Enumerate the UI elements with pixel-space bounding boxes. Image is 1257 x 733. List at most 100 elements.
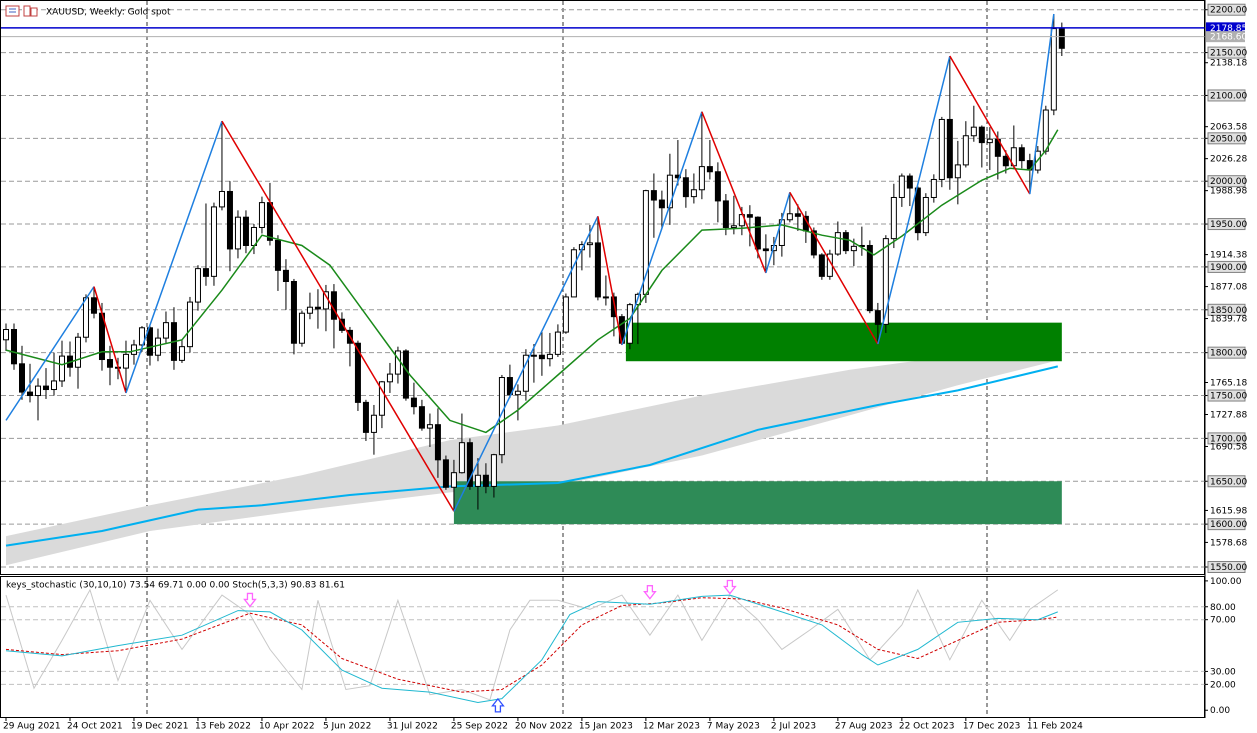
candle-body	[978, 126, 985, 144]
tick-label-box	[1207, 303, 1246, 316]
y-tick-label: 1615.98	[1210, 506, 1247, 516]
y-tick-label: 1914.38	[1210, 251, 1247, 261]
candle-body	[882, 238, 889, 325]
candle-body	[314, 306, 321, 310]
candle-body	[570, 249, 577, 298]
y-tick-label: 1578.68	[1210, 538, 1247, 548]
x-tick-label: 7 May 2023	[707, 722, 760, 732]
price-label: 2168.60	[1210, 33, 1247, 43]
zigzag-segment	[789, 191, 879, 345]
candle-body	[354, 342, 361, 403]
candle-body	[306, 306, 313, 314]
candle-body	[442, 459, 449, 488]
candle-body	[562, 296, 569, 333]
candle-body	[338, 318, 345, 331]
candle-body	[914, 187, 921, 234]
candle-body	[466, 442, 473, 487]
tick-label-box	[1207, 389, 1246, 402]
candle-body	[138, 327, 145, 346]
candle-body	[546, 353, 553, 360]
candle-body	[682, 177, 689, 198]
price-label-box	[1206, 22, 1245, 34]
candle-body	[362, 401, 369, 433]
tick-label-box	[1207, 432, 1246, 445]
candle-body	[34, 385, 41, 397]
y-tick-label: 0.00	[1210, 706, 1230, 716]
moving-average	[5, 365, 1059, 547]
candle-body	[554, 331, 561, 355]
candle-body	[714, 171, 721, 202]
x-tick-label: 11 Feb 2024	[1027, 722, 1083, 732]
candle-body	[282, 269, 289, 282]
candle-body	[210, 206, 217, 277]
candle-body	[1018, 147, 1025, 162]
candle-body	[10, 329, 17, 365]
candle-body	[450, 472, 457, 488]
candle-body	[762, 248, 769, 252]
candle-body	[130, 344, 137, 355]
candle-body	[178, 346, 185, 361]
candle-body	[194, 268, 201, 303]
tick-label-box	[1207, 518, 1246, 531]
y-tick-label: 1988.98	[1210, 187, 1247, 197]
candle-body	[242, 216, 249, 246]
candle-body	[234, 216, 241, 250]
tick-label-box	[1207, 3, 1246, 16]
y-tick-label: 1900.00	[1210, 263, 1247, 273]
candle-body	[850, 245, 857, 252]
icon	[5, 5, 20, 17]
y-tick-label: 1650.00	[1210, 477, 1247, 487]
indicator-title: keys_stochastic (30,10,10) 73.54 69.71 0…	[6, 581, 345, 591]
x-tick-label: 20 Nov 2022	[515, 722, 573, 732]
y-tick-label: 1700.00	[1210, 434, 1247, 444]
candle-body	[482, 474, 489, 487]
x-tick-label: 31 Jul 2022	[387, 722, 438, 732]
y-tick-label: 2138.18	[1210, 59, 1247, 69]
signal-arrow	[723, 579, 737, 595]
candle-body	[610, 296, 617, 318]
tick-label-box	[1207, 560, 1246, 573]
x-tick-label: 2 Jul 2023	[771, 722, 816, 732]
y-tick-label: 2150.00	[1210, 49, 1247, 59]
candle-body	[402, 350, 409, 399]
y-tick-label: 30.00	[1210, 667, 1236, 677]
candle-body	[490, 454, 497, 487]
price-label-box	[1206, 31, 1245, 43]
zigzag-segment	[877, 55, 951, 345]
candle-body	[706, 166, 713, 173]
candle-body	[514, 390, 521, 396]
y-tick-label: 1750.00	[1210, 392, 1247, 402]
tick-label-box	[1207, 475, 1246, 488]
candle-body	[434, 424, 441, 461]
zigzag-segment	[1029, 13, 1055, 195]
candle-body	[426, 424, 433, 429]
chart-title: XAUUSD, Weekly: Gold spot	[46, 8, 171, 18]
candle-body	[586, 242, 593, 246]
y-tick-label: 1850.00	[1210, 306, 1247, 316]
candle-body	[1002, 155, 1009, 167]
candle-body	[50, 380, 57, 391]
candle-body	[890, 196, 897, 240]
zigzag-segment	[597, 216, 623, 346]
candle-body	[842, 232, 849, 252]
candle-body	[698, 166, 705, 191]
candle-body	[266, 202, 273, 241]
y-tick-label: 1600.00	[1210, 520, 1247, 530]
candle-body	[226, 190, 233, 250]
candle-body	[906, 175, 913, 189]
supply-demand-zone	[453, 481, 1062, 525]
candle-body	[834, 232, 841, 255]
tick-label-box	[1207, 175, 1246, 188]
zigzag-segment	[221, 120, 455, 512]
zigzag-segment	[93, 286, 127, 394]
y-tick-label: 1800.00	[1210, 349, 1247, 359]
candle-body	[866, 244, 873, 312]
zigzag-segment	[453, 216, 599, 512]
stochastic-line	[5, 597, 1058, 693]
candle-body	[274, 239, 281, 271]
candle-body	[386, 373, 393, 383]
candle-body	[530, 354, 537, 357]
candle-body	[106, 359, 113, 368]
x-tick-label: 27 Aug 2023	[835, 722, 893, 732]
